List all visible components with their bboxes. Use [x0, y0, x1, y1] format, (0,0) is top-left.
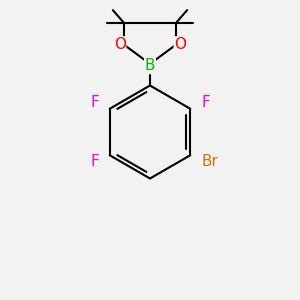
Text: Br: Br — [201, 154, 218, 169]
Text: F: F — [90, 95, 99, 110]
Text: B: B — [145, 58, 155, 74]
Text: F: F — [90, 154, 99, 169]
Text: O: O — [114, 37, 126, 52]
Text: O: O — [174, 37, 186, 52]
Text: F: F — [201, 95, 210, 110]
